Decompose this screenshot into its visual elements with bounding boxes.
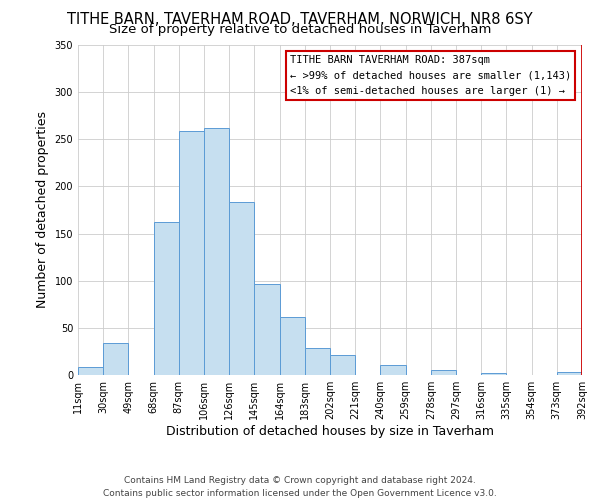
Bar [380,364,406,375]
Bar [557,372,582,375]
Text: TITHE BARN TAVERHAM ROAD: 387sqm
← >99% of detached houses are smaller (1,143)
<: TITHE BARN TAVERHAM ROAD: 387sqm ← >99% … [290,55,571,96]
Bar [254,284,280,375]
Text: Size of property relative to detached houses in Taverham: Size of property relative to detached ho… [109,22,491,36]
Bar [280,316,305,375]
Bar [431,370,456,375]
Bar [179,131,204,375]
Bar [78,366,103,375]
Bar [204,128,229,375]
Bar [103,343,128,375]
Bar [154,222,179,375]
Bar [229,202,254,375]
Bar [481,373,506,375]
X-axis label: Distribution of detached houses by size in Taverham: Distribution of detached houses by size … [166,425,494,438]
Text: TITHE BARN, TAVERHAM ROAD, TAVERHAM, NORWICH, NR8 6SY: TITHE BARN, TAVERHAM ROAD, TAVERHAM, NOR… [67,12,533,28]
Bar [305,348,330,375]
Y-axis label: Number of detached properties: Number of detached properties [36,112,49,308]
Text: Contains HM Land Registry data © Crown copyright and database right 2024.
Contai: Contains HM Land Registry data © Crown c… [103,476,497,498]
Bar [330,355,355,375]
